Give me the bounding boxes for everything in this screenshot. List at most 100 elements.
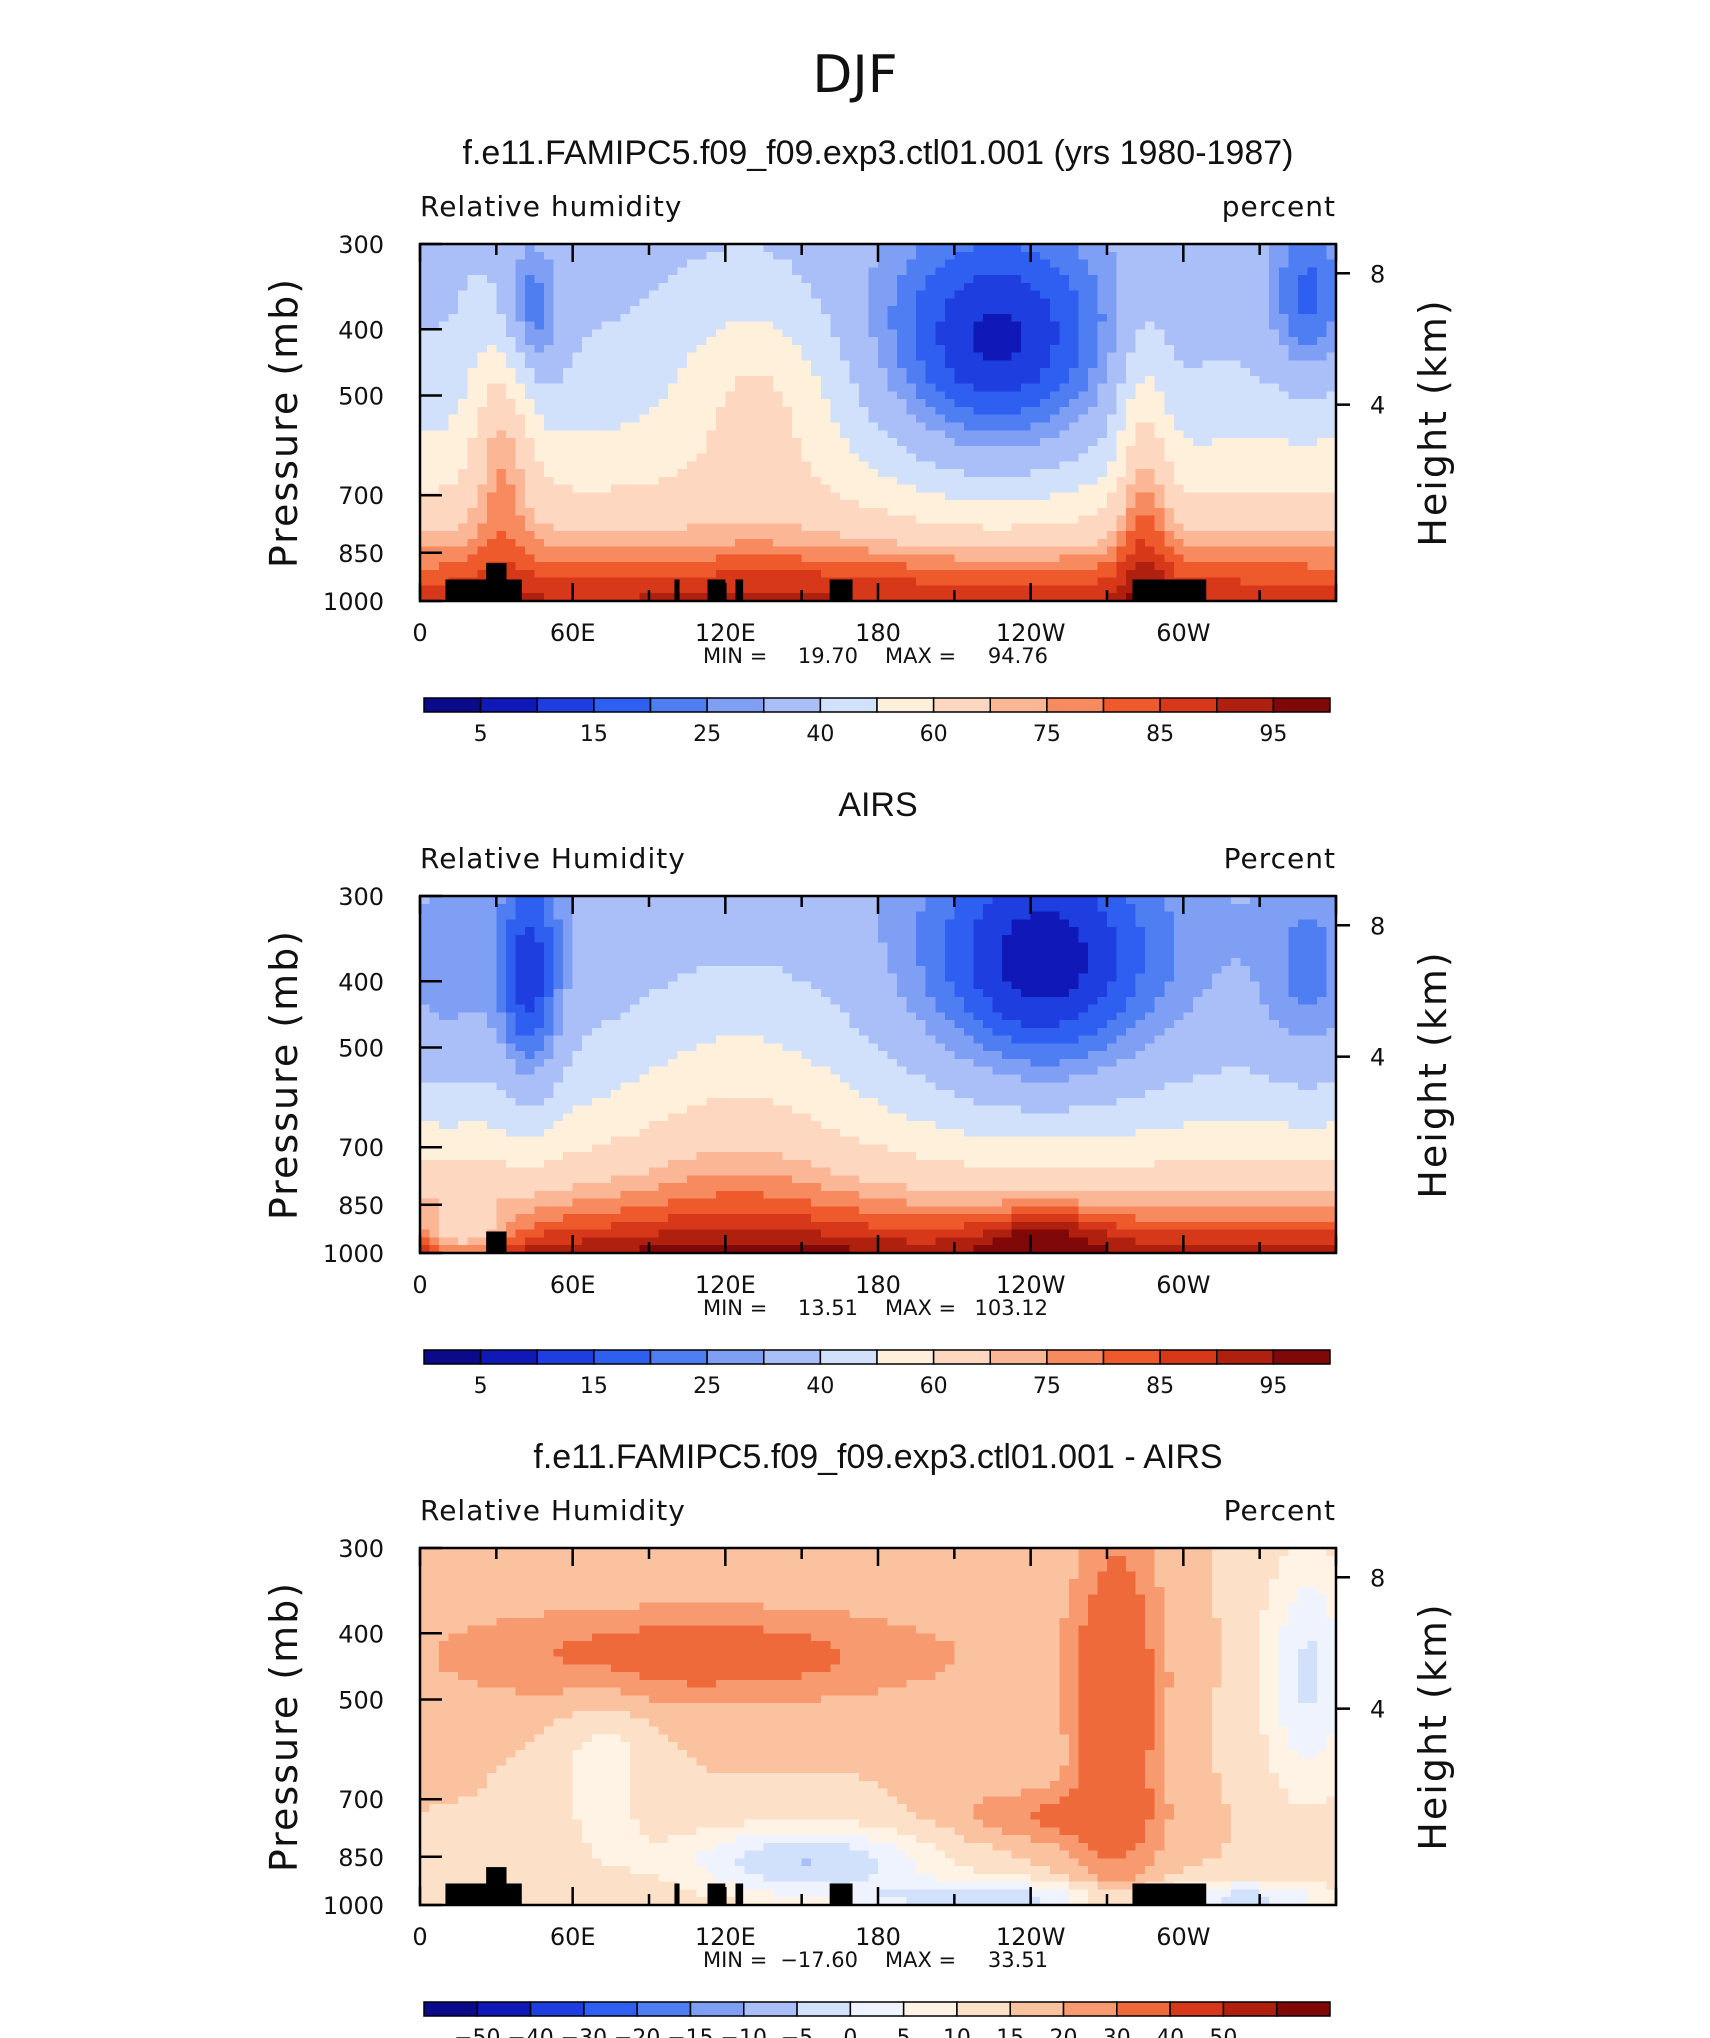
- contour-cell: [801, 919, 812, 928]
- contour-cell: [734, 500, 746, 509]
- contour-cell: [677, 352, 688, 362]
- contour-cell: [420, 911, 431, 920]
- contour-cell: [1316, 406, 1328, 416]
- contour-cell: [1250, 469, 1261, 478]
- contour-cell: [849, 484, 860, 493]
- contour-cell: [744, 515, 755, 524]
- contour-cell: [868, 306, 879, 315]
- colorbar-label: 60: [920, 722, 948, 747]
- contour-cell: [610, 569, 621, 579]
- contour-cell: [839, 927, 850, 936]
- contour-cell: [696, 414, 707, 424]
- contour-cell: [668, 500, 679, 509]
- contour-cell: [1211, 453, 1223, 462]
- contour-cell: [763, 344, 774, 354]
- contour-cell: [1002, 313, 1013, 323]
- contour-cell: [858, 275, 870, 284]
- contour-cell: [553, 569, 564, 579]
- contour-cell: [954, 577, 965, 587]
- colorbar-box: [876, 697, 935, 713]
- contour-cell: [1145, 430, 1156, 439]
- contour-cell: [1326, 569, 1337, 579]
- contour-cell: [1087, 453, 1099, 462]
- colorbar-box: [989, 697, 1048, 713]
- contour-cell: [1021, 577, 1032, 587]
- contour-cell: [649, 244, 660, 253]
- contour-cell: [1202, 313, 1213, 323]
- contour-cell: [916, 445, 927, 455]
- contour-cell: [916, 267, 927, 276]
- contour-cell: [935, 375, 946, 385]
- contour-cell: [477, 267, 488, 276]
- contour-cell: [467, 453, 478, 462]
- contour-cell: [1135, 927, 1146, 936]
- contour-cell: [515, 903, 526, 913]
- contour-cell: [1145, 337, 1156, 346]
- contour-cell: [1231, 445, 1242, 455]
- contour-cell: [486, 375, 497, 385]
- contour-cell: [982, 267, 994, 276]
- contour-cell: [1211, 383, 1223, 393]
- contour-cell: [553, 484, 564, 493]
- contour-cell: [429, 492, 440, 501]
- contour-cell: [935, 492, 946, 501]
- contour-cell: [1078, 282, 1089, 292]
- contour-cell: [1297, 368, 1308, 377]
- contour-cell: [1297, 298, 1308, 307]
- contour-cell: [830, 352, 841, 362]
- contour-cell: [868, 375, 879, 385]
- y-tick-label: 500: [338, 382, 384, 410]
- contour-cell: [935, 306, 946, 315]
- contour-cell: [744, 313, 755, 323]
- contour-cell: [1011, 469, 1022, 478]
- contour-cell: [668, 438, 679, 447]
- contour-cell: [1135, 476, 1146, 486]
- contour-cell: [925, 469, 936, 478]
- contour-cell: [839, 290, 850, 299]
- contour-cell: [420, 275, 431, 284]
- contour-cell: [887, 919, 898, 928]
- contour-cell: [944, 282, 955, 292]
- contour-cell: [1040, 275, 1051, 284]
- contour-cell: [811, 329, 822, 338]
- contour-cell: [916, 430, 927, 439]
- contour-cell: [1049, 375, 1060, 385]
- contour-cell: [897, 911, 908, 920]
- contour-cell: [458, 259, 469, 268]
- contour-cell: [639, 476, 650, 486]
- contour-cell: [439, 275, 450, 284]
- contour-cell: [992, 414, 1003, 424]
- contour-cell: [1211, 313, 1223, 323]
- contour-cell: [1030, 927, 1041, 936]
- contour-cell: [992, 476, 1003, 486]
- contour-cell: [773, 569, 784, 579]
- contour-cell: [1049, 391, 1060, 400]
- contour-cell: [515, 554, 526, 563]
- contour-cell: [706, 523, 717, 532]
- contour-cell: [553, 523, 564, 532]
- contour-cell: [639, 515, 650, 524]
- contour-cell: [963, 383, 975, 393]
- contour-cell: [849, 919, 860, 928]
- contour-cell: [839, 484, 850, 493]
- contour-cell: [1030, 406, 1041, 416]
- contour-cell: [1021, 352, 1032, 362]
- contour-cell: [687, 593, 698, 602]
- contour-cell: [448, 414, 459, 424]
- contour-cell: [734, 344, 746, 354]
- contour-cell: [515, 562, 526, 571]
- colorbar-box: [649, 697, 708, 713]
- contour-cell: [1183, 523, 1194, 532]
- contour-cell: [591, 430, 602, 439]
- contour-cell: [620, 577, 631, 587]
- contour-cell: [649, 352, 660, 362]
- contour-cell: [935, 523, 946, 532]
- contour-cell: [916, 507, 927, 517]
- contour-cell: [1278, 445, 1289, 455]
- contour-cell: [458, 399, 469, 408]
- contour-cell: [1011, 360, 1022, 369]
- contour-cell: [1259, 352, 1270, 362]
- contour-cell: [629, 531, 641, 540]
- contour-cell: [1126, 585, 1137, 594]
- contour-cell: [1030, 422, 1041, 431]
